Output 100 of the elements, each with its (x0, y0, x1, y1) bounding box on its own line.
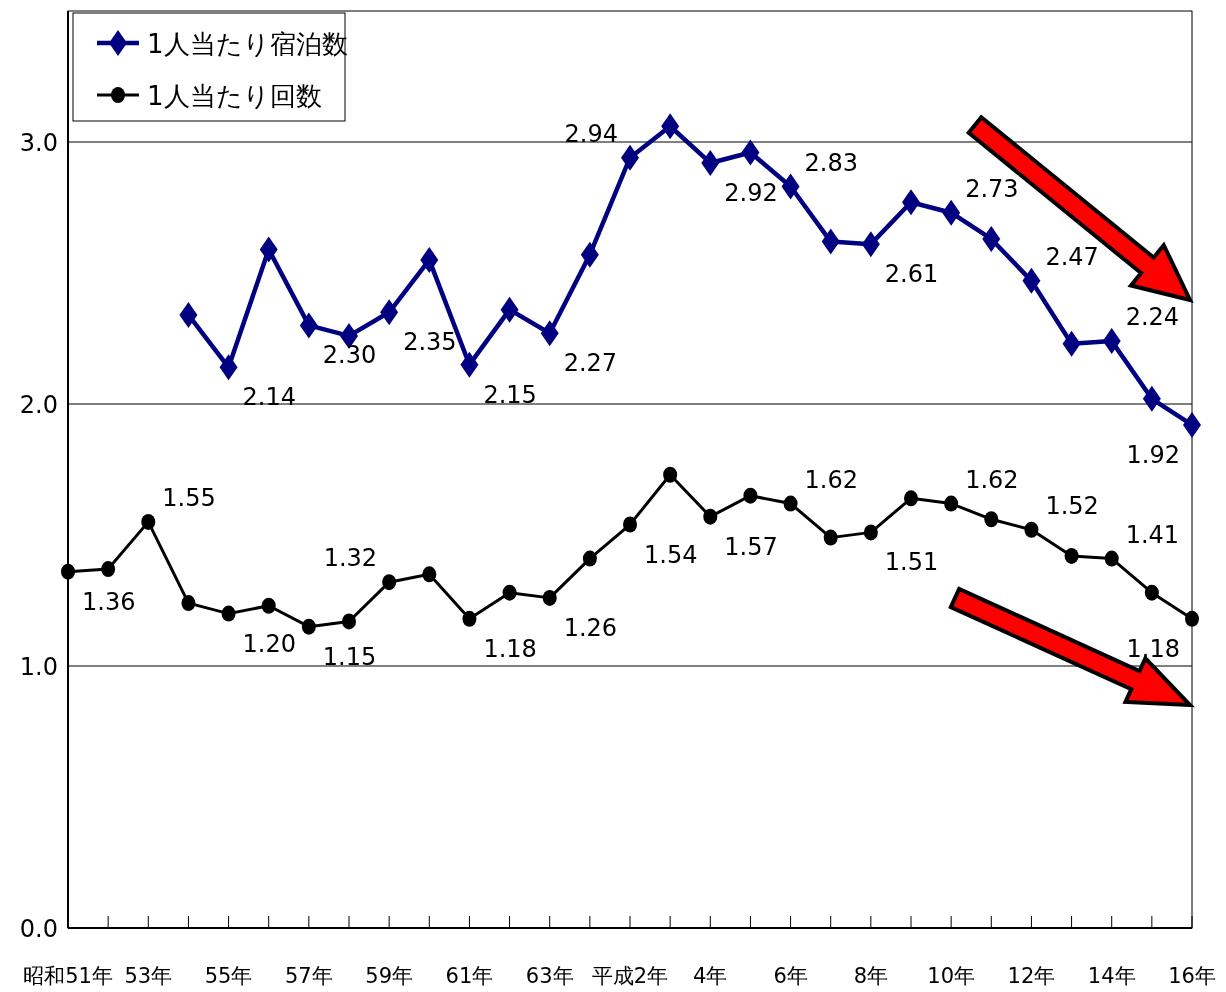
x-tick-label: 59年 (365, 964, 414, 988)
y-tick-label: 1.0 (19, 653, 58, 681)
x-tick-label: 昭和51年 (23, 964, 113, 988)
point (741, 139, 760, 166)
y-tick-label: 0.0 (19, 915, 58, 943)
point (580, 241, 599, 268)
data-label: 1.62 (804, 465, 859, 494)
data-label: 2.30 (322, 341, 377, 370)
x-tick-label: 57年 (284, 964, 333, 988)
point (904, 490, 918, 507)
point (221, 605, 236, 622)
point (460, 351, 479, 378)
point (743, 487, 758, 504)
data-label: 1.32 (323, 544, 378, 573)
data-label: 1.54 (644, 540, 698, 569)
point (342, 613, 356, 630)
point (540, 320, 559, 347)
point (1104, 550, 1119, 567)
point (984, 511, 999, 528)
point (661, 113, 680, 140)
data-label: 1.26 (563, 613, 618, 642)
x-tick-label: 63年 (525, 964, 574, 988)
point (861, 231, 880, 258)
point (380, 299, 399, 326)
point (299, 312, 318, 339)
y-tick-label: 3.0 (19, 129, 58, 157)
data-label: 1.18 (483, 634, 537, 663)
legend-label: 1人当たり宿泊数 (147, 29, 348, 59)
point (141, 513, 156, 530)
data-label: 1.52 (1045, 491, 1099, 520)
data-label: 1.55 (162, 483, 216, 512)
data-label: 1.15 (322, 642, 377, 671)
point (944, 495, 959, 512)
data-label: 2.73 (965, 174, 1019, 203)
data-label: 1.57 (724, 532, 778, 561)
point (1144, 584, 1159, 601)
y-tick-label: 2.0 (19, 391, 58, 419)
point (1022, 267, 1041, 294)
point (179, 301, 198, 328)
x-tick-label: 55年 (204, 964, 253, 988)
point (259, 236, 278, 263)
data-label: 1.92 (1126, 440, 1180, 469)
point (703, 508, 718, 525)
point (542, 589, 557, 606)
point (301, 618, 316, 635)
data-label: 2.92 (724, 178, 778, 207)
x-tick-label: 12年 (1007, 964, 1056, 988)
point (261, 597, 276, 614)
x-tick-label: 4年 (693, 964, 728, 988)
point (701, 149, 720, 176)
point (219, 354, 238, 381)
point (1064, 547, 1079, 564)
point (1102, 328, 1121, 355)
data-label: 2.61 (884, 260, 939, 289)
point (623, 516, 637, 533)
point (502, 584, 517, 601)
data-label: 2.83 (804, 148, 859, 177)
data-label: 1.41 (1125, 520, 1180, 549)
x-tick-label: 8年 (853, 964, 889, 988)
data-label: 1.18 (1126, 634, 1180, 663)
point (101, 561, 116, 578)
x-tick-label: 14年 (1087, 964, 1136, 988)
data-label: 2.47 (1045, 242, 1099, 271)
point (181, 595, 196, 612)
data-label: 1.51 (884, 548, 939, 577)
data-label: 2.27 (563, 349, 618, 378)
point (61, 563, 75, 580)
data-label: 1.36 (82, 587, 136, 616)
point (1024, 521, 1039, 538)
x-tick-label: 61年 (445, 964, 494, 988)
point (582, 550, 597, 567)
data-label: 2.14 (242, 383, 297, 412)
data-label: 1.62 (965, 465, 1019, 494)
data-label: 2.24 (1125, 303, 1180, 332)
point (783, 495, 798, 512)
data-label: 2.35 (403, 328, 457, 357)
point (863, 524, 878, 541)
point (382, 574, 397, 591)
point (1185, 610, 1199, 627)
point (420, 246, 439, 273)
point (821, 228, 840, 255)
data-label: 1.20 (242, 629, 297, 658)
data-label: 2.15 (483, 380, 537, 409)
legend-label: 1人当たり回数 (147, 81, 322, 111)
x-tick-label: 6年 (773, 964, 808, 988)
point (942, 199, 961, 226)
point (1062, 330, 1081, 357)
point (1142, 385, 1161, 412)
x-tick-label: 平成2年 (591, 964, 669, 988)
point (982, 225, 1001, 252)
point (663, 466, 678, 483)
point (823, 529, 838, 546)
x-tick-label: 16年 (1168, 964, 1216, 988)
point (462, 610, 477, 627)
point (422, 566, 437, 583)
x-tick-label: 10年 (927, 964, 976, 988)
point (500, 296, 519, 323)
x-tick-label: 53年 (124, 964, 173, 988)
point (781, 173, 800, 200)
data-label: 2.94 (564, 119, 618, 148)
